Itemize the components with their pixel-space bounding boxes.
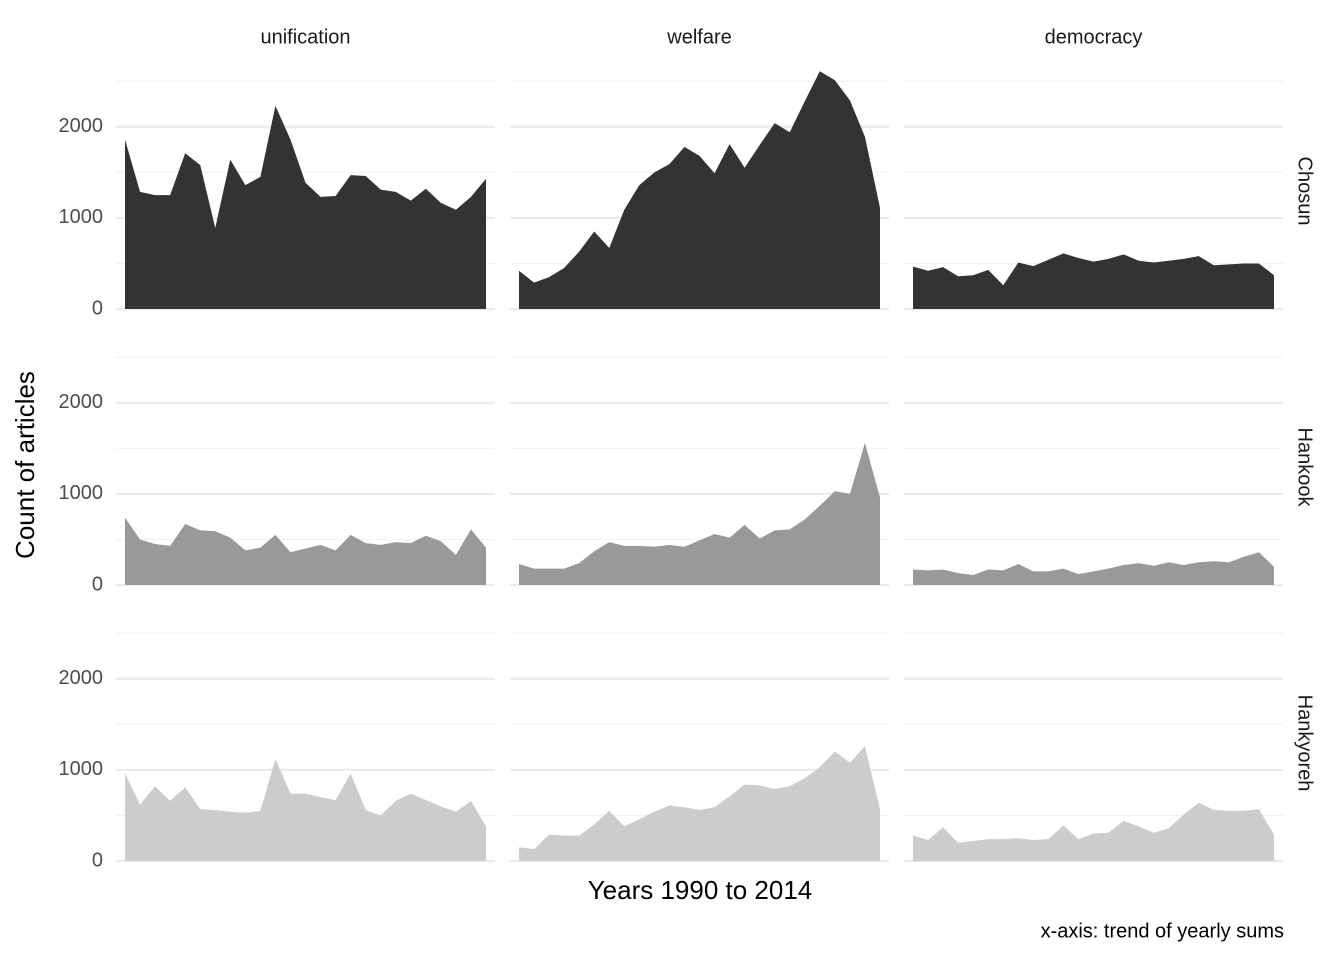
column-label: welfare	[666, 26, 731, 48]
y-tick-label: 1000	[59, 206, 104, 228]
area	[913, 552, 1274, 585]
area	[125, 758, 486, 861]
row-label: Chosun	[1294, 157, 1316, 226]
area	[125, 517, 486, 585]
y-tick-label: 0	[92, 297, 103, 319]
column-label: unification	[260, 26, 350, 48]
y-tick-label: 1000	[59, 758, 104, 780]
area	[125, 105, 486, 309]
area	[913, 802, 1274, 861]
area	[519, 746, 880, 861]
y-tick-label: 0	[92, 849, 103, 871]
y-tick-label: 2000	[59, 115, 104, 137]
y-tick-label: 2000	[59, 391, 104, 413]
y-tick-label: 0	[92, 573, 103, 595]
caption: x-axis: trend of yearly sums	[1041, 920, 1284, 942]
row-label: Hankook	[1294, 428, 1316, 508]
row-label: Hankyoreh	[1294, 695, 1316, 792]
area	[519, 71, 880, 309]
column-label: democracy	[1045, 26, 1143, 48]
area	[519, 442, 880, 585]
y-tick-label: 1000	[59, 482, 104, 504]
x-axis-label: Years 1990 to 2014	[588, 875, 813, 905]
y-tick-label: 2000	[59, 667, 104, 689]
area	[913, 253, 1274, 309]
y-axis-label: Count of articles	[10, 371, 40, 559]
